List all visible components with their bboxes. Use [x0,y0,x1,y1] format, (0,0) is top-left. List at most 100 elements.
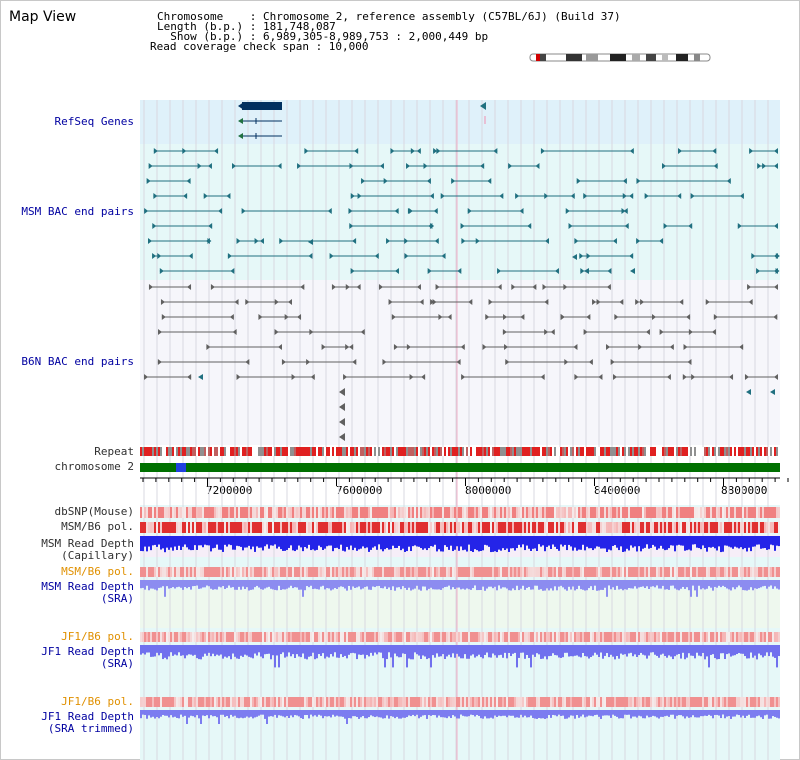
msm-b6-pol-cell [450,522,452,533]
jf1-b6-pol-cell [304,632,306,642]
repeat-element [640,447,642,456]
jf1-sra-depth-bar [252,645,254,659]
chromosome-ideogram[interactable] [528,52,714,64]
jf1-sra-depth-bar [340,645,342,655]
repeat-element [322,447,324,456]
msm-bac-end-arrow [379,163,384,169]
msm-capillary-depth-bar [152,536,154,546]
jf1-trimmed-depth-bar [262,710,264,715]
jf1-trimmed-depth-bar [640,710,642,717]
msm-sra-depth-bar [554,580,556,587]
msm-sra-depth-bar [300,580,302,590]
repeat-element [662,447,664,456]
msm-sra-depth-bar [240,580,242,590]
jf1-sra-depth-bar [322,645,324,654]
msm-sra-depth-bar [382,580,384,589]
repeat-element [360,447,362,456]
msm-bac-end-arrow [406,163,411,169]
jf1-b6-pol2-cell [516,697,518,707]
dbsnp-cell [648,507,650,518]
msm-b6-pol-cell [476,522,478,533]
msm-b6-pol-cell [244,522,246,533]
jf1-sra-depth-bar [590,645,592,658]
repeat-element [184,447,186,456]
jf1-b6-pol2-cell [368,697,370,707]
msm-b6-pol-cell [148,522,150,533]
jf1-sra-depth-bar [394,645,396,654]
repeat-element [550,447,552,456]
msm-bac-end-arrow [182,148,187,154]
jf1-sra-depth-bar [530,645,532,668]
jf1-b6-pol-cell [646,632,648,642]
msm-b6-pol2-cell [176,567,178,577]
msm-b6-pol-cell [690,522,692,533]
jf1-sra-depth-bar [160,645,162,654]
jf1-sra-depth-bar [378,645,380,653]
repeat-element [648,447,650,456]
msm-b6-pol2-cell [412,567,414,577]
track-label-msm-depth-capillary: MSM Read Depth [41,537,134,550]
msm-sra-depth-bar [290,580,292,586]
msm-sra-depth-bar [594,580,596,586]
msm-b6-pol-cell [434,522,436,533]
msm-b6-pol-cell [656,522,658,533]
msm-b6-pol2-cell [570,567,572,577]
msm-bac-end-arrow [348,208,353,214]
msm-b6-pol-cell [364,522,366,533]
jf1-b6-pol-cell [458,632,460,642]
repeat-element [180,447,182,456]
msm-b6-pol-cell [624,522,626,533]
repeat-element [368,447,370,456]
repeat-element [714,447,716,456]
msm-sra-depth-bar [648,580,650,589]
repeat-element [488,447,490,456]
dbsnp-cell [498,507,500,518]
dbsnp-cell [156,507,158,518]
jf1-b6-pol2-cell [482,697,484,707]
repeat-element [538,447,540,456]
jf1-b6-pol-cell [206,632,208,642]
jf1-trimmed-depth-bar [356,710,358,717]
jf1-b6-pol-cell [328,632,330,642]
jf1-sra-depth-bar [266,645,268,654]
jf1-sra-depth-bar [236,645,238,659]
jf1-sra-depth-bar [290,645,292,657]
msm-capillary-depth-bar [252,536,254,547]
msm-capillary-depth-bar [154,536,156,545]
msm-capillary-depth-bar [372,536,374,548]
msm-capillary-depth-bar [202,536,204,548]
dbsnp-cell [712,507,714,518]
dbsnp-cell [386,507,388,518]
repeat-element [558,447,560,456]
msm-sra-depth-bar [658,580,660,589]
dbsnp-cell [614,507,616,518]
jf1-trimmed-depth-bar [634,710,636,717]
jf1-sra-depth-bar [206,645,208,656]
msm-b6-pol-cell [260,522,262,533]
b6n-bac-end-arrow [468,299,473,305]
b6n-bac-end-arrow [447,314,452,320]
msm-b6-pol-cell [626,522,628,533]
jf1-b6-pol-cell [502,632,504,642]
jf1-trimmed-depth-bar [494,710,496,716]
msm-bac-end-arrow [386,238,391,244]
msm-b6-pol-cell [320,522,322,533]
dbsnp-cell [418,507,420,518]
jf1-b6-pol2-cell [196,697,198,707]
jf1-sra-depth-bar [488,645,490,658]
msm-capillary-depth-bar [564,536,566,545]
jf1-sra-depth-bar [646,645,648,659]
msm-b6-pol-cell [266,522,268,533]
jf1-b6-pol2-cell [404,697,406,707]
msm-capillary-depth-bar [674,536,676,552]
jf1-sra-depth-bar [278,645,280,668]
jf1-b6-pol2-cell [246,697,248,707]
jf1-sra-depth-bar [690,645,692,656]
msm-capillary-depth-bar [658,536,660,549]
jf1-b6-pol2-cell [442,697,444,707]
msm-sra-depth-bar [586,580,588,591]
msm-b6-pol2-cell [710,567,712,577]
jf1-b6-pol2-cell [248,697,250,707]
msm-capillary-depth-bar [672,536,674,546]
